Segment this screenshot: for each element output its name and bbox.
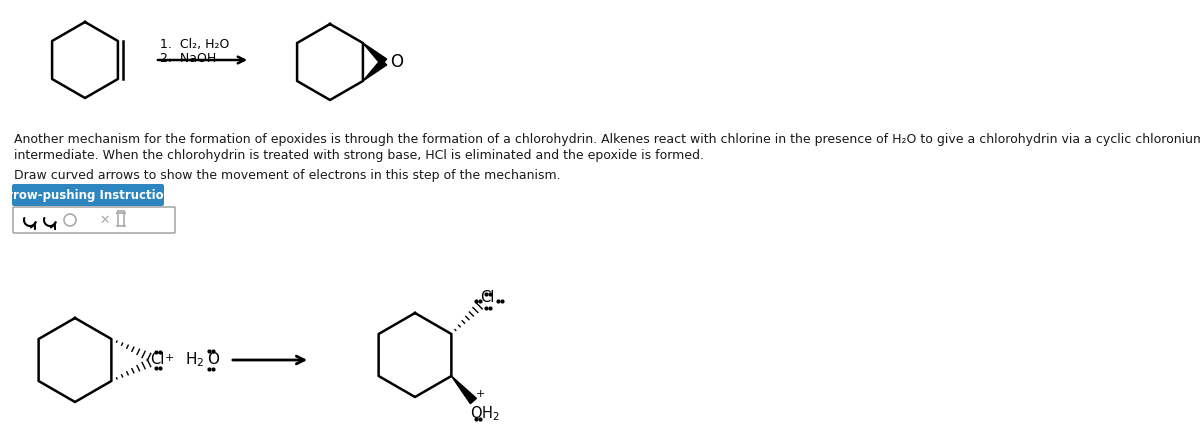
Text: Another mechanism for the formation of epoxides is through the formation of a ch: Another mechanism for the formation of e… bbox=[14, 133, 1200, 146]
Text: intermediate. When the chlorohydrin is treated with strong base, HCl is eliminat: intermediate. When the chlorohydrin is t… bbox=[14, 149, 704, 162]
Polygon shape bbox=[362, 59, 386, 81]
Text: O: O bbox=[208, 353, 220, 368]
Text: 2.  NaOH: 2. NaOH bbox=[160, 52, 216, 65]
FancyBboxPatch shape bbox=[12, 184, 164, 206]
Text: Arrow-pushing Instructions: Arrow-pushing Instructions bbox=[0, 188, 179, 201]
Polygon shape bbox=[38, 318, 112, 402]
Text: H$_2$: H$_2$ bbox=[185, 350, 204, 369]
Text: 1.  Cl₂, H₂O: 1. Cl₂, H₂O bbox=[160, 38, 229, 51]
Polygon shape bbox=[298, 24, 362, 100]
Text: +: + bbox=[166, 353, 174, 363]
Text: O: O bbox=[390, 53, 403, 71]
FancyBboxPatch shape bbox=[13, 207, 175, 233]
Polygon shape bbox=[52, 22, 118, 98]
Polygon shape bbox=[451, 376, 476, 404]
Text: Cl: Cl bbox=[150, 353, 164, 368]
Text: Draw curved arrows to show the movement of electrons in this step of the mechani: Draw curved arrows to show the movement … bbox=[14, 169, 560, 182]
Text: ✕: ✕ bbox=[100, 214, 110, 226]
Text: +: + bbox=[475, 389, 485, 399]
Polygon shape bbox=[362, 43, 386, 65]
Text: Cl: Cl bbox=[480, 290, 494, 305]
Text: OH$_2$: OH$_2$ bbox=[470, 404, 500, 423]
Polygon shape bbox=[379, 313, 451, 397]
